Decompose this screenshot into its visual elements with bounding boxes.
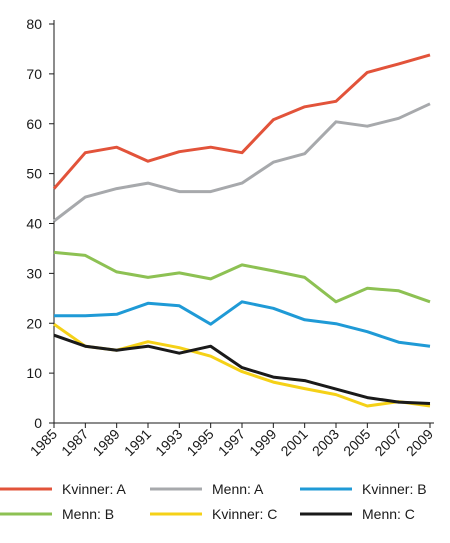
legend-item-3: Kvinner: B — [300, 481, 427, 497]
x-tick-label: 2007 — [371, 426, 404, 459]
legend-item-1: Kvinner: A — [0, 481, 126, 497]
legend-item-4: Menn: B — [0, 506, 114, 522]
series-line-1 — [52, 53, 431, 190]
x-tick-label: 1985 — [27, 426, 60, 459]
series-line-6 — [53, 333, 431, 405]
legend-label: Kvinner: B — [362, 481, 427, 497]
x-tick-label: 1997 — [215, 426, 248, 459]
y-tick-label: 60 — [26, 116, 42, 132]
y-tick-label: 50 — [26, 166, 42, 182]
legend-item-5: Kvinner: C — [150, 506, 277, 522]
legend-label: Kvinner: C — [212, 506, 277, 522]
series-line-5 — [53, 322, 431, 408]
y-axis-ticks: 0 10 20 30 40 50 60 70 80 — [26, 16, 54, 431]
series-line-4 — [53, 250, 431, 304]
y-tick-label: 80 — [26, 16, 42, 32]
x-tick-label: 1989 — [89, 426, 122, 459]
x-tick-label: 1993 — [152, 426, 185, 459]
y-tick-label: 30 — [26, 265, 42, 281]
y-tick-label: 70 — [26, 66, 42, 82]
series-line-2 — [53, 102, 431, 223]
x-tick-label: 1987 — [58, 426, 91, 459]
legend-label: Menn: C — [362, 506, 415, 522]
legend-label: Menn: A — [212, 481, 264, 497]
x-tick-label: 2003 — [309, 426, 342, 459]
legend: Kvinner: A Menn: A Kvinner: B Menn: B Kvinne… — [0, 481, 427, 522]
y-tick-label: 20 — [26, 315, 42, 331]
y-tick-label: 40 — [26, 216, 42, 232]
x-tick-label: 1999 — [246, 426, 279, 459]
legend-item-6: Menn: C — [300, 506, 415, 522]
x-tick-label: 2009 — [403, 426, 436, 459]
series-lines — [52, 53, 431, 408]
y-tick-label: 0 — [34, 415, 42, 431]
x-tick-label: 2005 — [340, 426, 373, 459]
y-tick-label: 10 — [26, 365, 42, 381]
legend-label: Menn: B — [62, 506, 114, 522]
series-line-3 — [54, 300, 431, 348]
x-tick-label: 2001 — [277, 426, 310, 459]
legend-item-2: Menn: A — [150, 481, 264, 497]
x-axis-ticks: 1985198719891991199319951997199920012003… — [27, 423, 436, 459]
x-tick-label: 1995 — [183, 426, 216, 459]
legend-label: Kvinner: A — [62, 481, 126, 497]
axes — [53, 20, 434, 424]
x-tick-label: 1991 — [121, 426, 154, 459]
